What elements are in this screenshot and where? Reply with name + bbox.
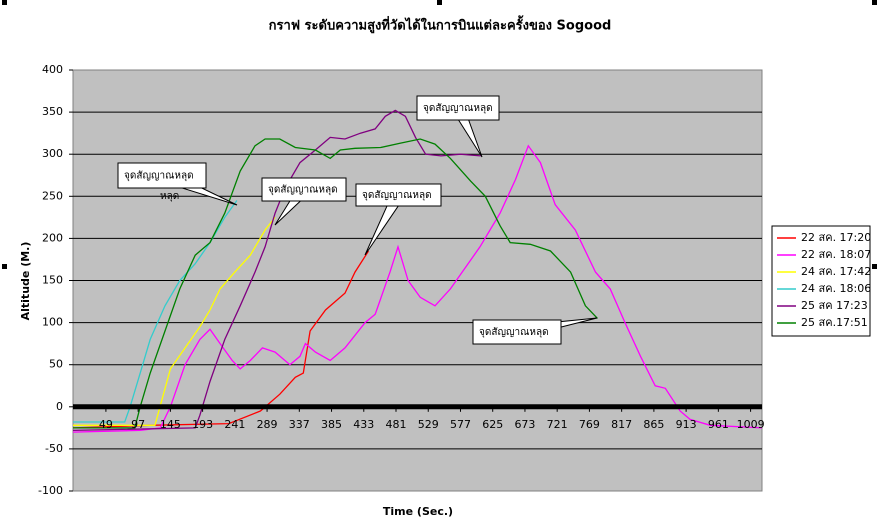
callout-box [261, 177, 347, 202]
series-line [72, 250, 370, 429]
callout-text: จุดสัญญาณหลุด [268, 185, 338, 196]
y-tick-label: 150 [42, 274, 63, 287]
series-line [73, 216, 276, 426]
legend-label: 24 สค. 17:42 [801, 265, 871, 278]
x-tick-label: 97 [131, 418, 145, 431]
y-axis-title: Altitude (M.) [19, 242, 32, 321]
chart-title: กราฟ ระดับความสูงที่วัดได้ในการบินแต่ละค… [269, 15, 612, 34]
annotation [117, 162, 238, 206]
y-tick-label: 50 [49, 358, 63, 371]
callout-text: จุดสัญญาณหลุด [362, 190, 432, 201]
callout-box [355, 183, 442, 207]
legend-label: 25 สค.17:51 [801, 316, 868, 329]
legend-box [771, 225, 871, 337]
annotation-text: หลุด [160, 191, 179, 202]
legend-label: 24 สค. 18:06 [801, 282, 871, 295]
y-tick-label: 250 [42, 189, 63, 202]
annotation [355, 183, 442, 256]
y-tick-label: 400 [42, 63, 63, 76]
x-tick-label: 961 [708, 418, 729, 431]
x-axis-title: Time (Sec.) [383, 505, 453, 518]
callout-text: จุดสัญญาณหลุด [124, 171, 194, 182]
x-tick-label: 817 [611, 418, 632, 431]
callout-box [472, 319, 562, 345]
x-tick-label: 529 [418, 418, 439, 431]
x-tick-label: 193 [192, 418, 213, 431]
legend-label: 22 สค. 18:07 [801, 248, 871, 261]
x-tick-label: 673 [514, 418, 535, 431]
x-tick-label: 289 [257, 418, 278, 431]
x-tick-label: 625 [482, 418, 503, 431]
x-tick-label: 481 [386, 418, 407, 431]
x-tick-label: 577 [450, 418, 471, 431]
y-tick-label: 300 [42, 147, 63, 160]
y-tick-label: -100 [38, 484, 63, 497]
x-tick-label: 385 [321, 418, 342, 431]
x-tick-label: 241 [224, 418, 245, 431]
x-tick-label: 49 [99, 418, 113, 431]
annotation [261, 177, 347, 226]
callout-text: จุดสัญญาณหลุด [479, 327, 549, 338]
annotation: หลุด [160, 191, 179, 202]
legend-label: 22 สค. 17:20 [801, 231, 871, 244]
y-tick-label: -50 [45, 442, 63, 455]
x-tick-label: 1009 [737, 418, 765, 431]
y-tick-label: 350 [42, 105, 63, 118]
x-tick-label: 913 [676, 418, 697, 431]
annotation [472, 317, 598, 345]
selection-handles [2, 0, 877, 269]
x-tick-label: 433 [353, 418, 374, 431]
x-tick-label: 145 [160, 418, 181, 431]
annotation [416, 95, 500, 158]
callout-text: จุดสัญญาณหลุด [423, 103, 493, 114]
x-tick-label: 865 [643, 418, 664, 431]
callout-box [416, 95, 500, 121]
y-tick-label: 100 [42, 316, 63, 329]
legend-label: 25 สค 17:23 [801, 299, 868, 312]
y-tick-label: 0 [56, 400, 63, 413]
x-tick-label: 721 [547, 418, 568, 431]
callout-box [117, 162, 207, 189]
y-tick-label: 200 [42, 231, 63, 244]
x-tick-label: 769 [579, 418, 600, 431]
x-tick-label: 337 [289, 418, 310, 431]
series-line [73, 138, 598, 429]
